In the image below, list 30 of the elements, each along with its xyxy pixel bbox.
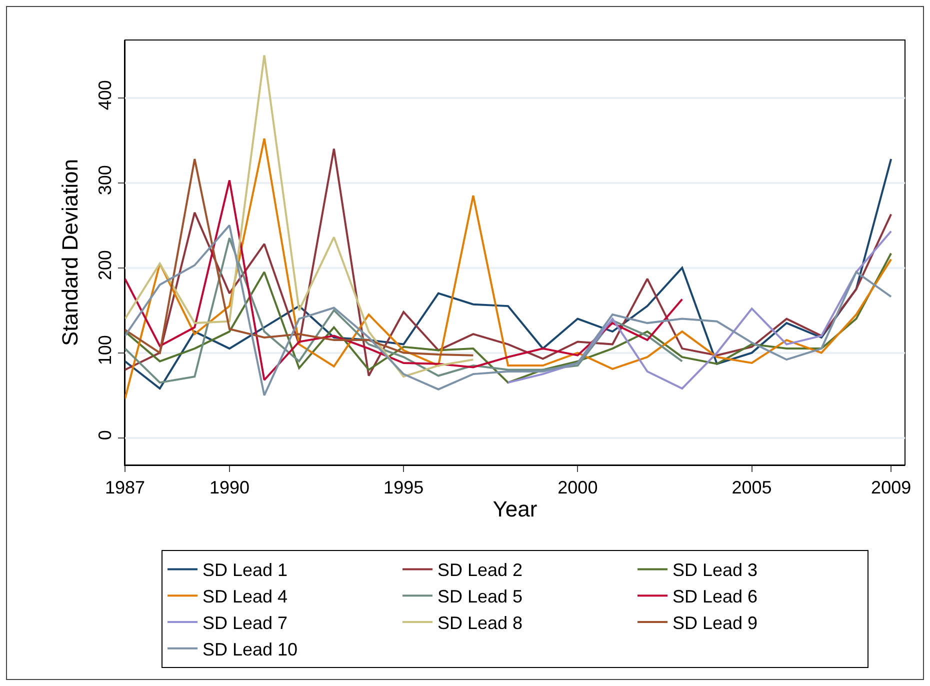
x-tick-label: 2009 <box>871 478 912 498</box>
legend-label: SD Lead 4 <box>202 586 288 607</box>
x-tick-label: 2005 <box>732 478 772 498</box>
x-tick-label: 1990 <box>209 478 250 498</box>
line-series <box>125 158 474 356</box>
legend-label: SD Lead 8 <box>438 613 523 634</box>
x-tick-label: 1987 <box>104 478 146 498</box>
legend-label: SD Lead 1 <box>202 560 288 580</box>
line-series <box>125 179 684 381</box>
line-series <box>507 230 892 390</box>
y-tick-label: 100 <box>94 335 115 366</box>
line-series <box>125 252 892 384</box>
line-series <box>125 54 474 378</box>
legend-label: SD Lead 10 <box>202 639 298 660</box>
x-tick-label: 2000 <box>558 478 598 498</box>
x-tick-label: 1995 <box>384 478 424 498</box>
legend-label: SD Lead 7 <box>202 613 288 634</box>
y-tick-label: 0 <box>94 430 115 440</box>
line-series <box>125 224 892 396</box>
y-tick-label: 200 <box>94 250 115 280</box>
legend-label: SD Lead 2 <box>438 560 523 580</box>
legend-label: SD Lead 5 <box>438 586 523 607</box>
legend-label: SD Lead 9 <box>672 613 758 634</box>
legend-label: SD Lead 3 <box>672 560 758 580</box>
legend-label: SD Lead 6 <box>672 586 758 607</box>
x-axis-title: Year <box>492 496 538 522</box>
y-tick-label: 400 <box>94 80 115 110</box>
y-axis-title: Standard Deviation <box>58 158 83 346</box>
y-tick-label: 300 <box>94 165 115 196</box>
line-series <box>125 237 684 384</box>
